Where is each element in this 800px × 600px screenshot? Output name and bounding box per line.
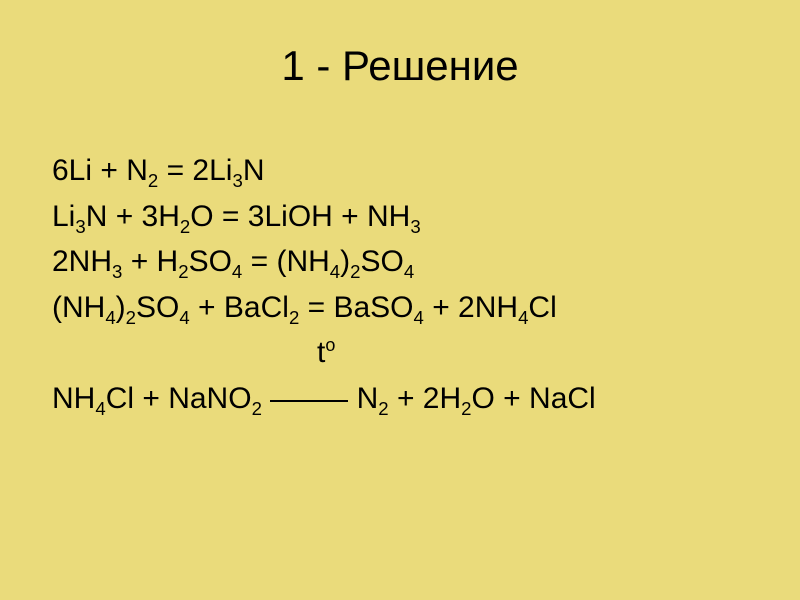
eq5-e: O + NaCl: [472, 382, 596, 415]
eq4-a: (NH: [52, 291, 105, 324]
eq1-sub-a: 2: [148, 170, 158, 191]
eq4-s2: 2: [126, 307, 136, 328]
eq2-s3: 3: [410, 216, 420, 237]
reaction-arrow-icon: [270, 377, 348, 423]
eq5-s4: 2: [461, 398, 471, 419]
eq3-s6: 4: [404, 261, 414, 282]
eq4-s4: 2: [289, 307, 299, 328]
eq5-s1: 4: [95, 398, 105, 419]
eq5-a: NH: [52, 382, 95, 415]
eq4-b: ): [116, 291, 126, 324]
equation-1: 6Li + N2 = 2Li3N: [52, 148, 740, 194]
eq3-s5: 2: [350, 261, 360, 282]
degree-icon: o: [325, 335, 335, 355]
eq2-s1: 3: [75, 216, 85, 237]
eq5-s2: 2: [252, 398, 262, 419]
eq5-s3: 2: [378, 398, 388, 419]
equation-5: NH4Cl + NaNO2 N2 + 2H2O + NaCl: [52, 376, 740, 423]
eq4-s5: 4: [414, 307, 424, 328]
eq2-b: N + 3H: [86, 200, 180, 233]
eq1-rhs: N: [243, 154, 265, 187]
eq4-s3: 4: [179, 307, 189, 328]
eq2-a: Li: [52, 200, 75, 233]
eq3-s1: 3: [112, 261, 122, 282]
eq3-s4: 4: [330, 261, 340, 282]
slide-title: 1 - Решение: [0, 42, 800, 90]
eq5-b: Cl + NaNO: [106, 382, 252, 415]
eq5-c: N: [357, 382, 379, 415]
eq2-s2: 2: [180, 216, 190, 237]
eq4-g: Cl: [528, 291, 556, 324]
eq3-e: ): [340, 245, 350, 278]
slide-body: 6Li + N2 = 2Li3N Li3N + 3H2O = 3LiOH + N…: [52, 148, 740, 423]
equation-3: 2NH3 + H2SO4 = (NH4)2SO4: [52, 239, 740, 285]
eq4-e: = BaSO: [299, 291, 413, 324]
eq3-d: = (NH: [242, 245, 330, 278]
eq5-d: + 2H: [389, 382, 462, 415]
condition-line: to: [52, 330, 740, 376]
eq3-c: SO: [189, 245, 232, 278]
eq4-d: + BaCl: [190, 291, 289, 324]
eq3-s3: 4: [232, 261, 242, 282]
eq1-mid: = 2Li: [158, 154, 232, 187]
eq3-a: 2NH: [52, 245, 112, 278]
eq4-c: SO: [136, 291, 179, 324]
eq3-f: SO: [360, 245, 403, 278]
eq3-s2: 2: [178, 261, 188, 282]
equation-4: (NH4)2SO4 + BaCl2 = BaSO4 + 2NH4Cl: [52, 285, 740, 331]
eq4-f: + 2NH: [424, 291, 518, 324]
eq1-part-a: 6Li + N: [52, 154, 148, 187]
equation-2: Li3N + 3H2O = 3LiOH + NH3: [52, 194, 740, 240]
eq2-c: O = 3LiOH + NH: [190, 200, 410, 233]
eq4-s1: 4: [105, 307, 115, 328]
slide-container: 1 - Решение 6Li + N2 = 2Li3N Li3N + 3H2O…: [0, 0, 800, 600]
eq1-sub-b: 3: [232, 170, 242, 191]
eq4-s6: 4: [518, 307, 528, 328]
eq3-b: + H: [122, 245, 178, 278]
